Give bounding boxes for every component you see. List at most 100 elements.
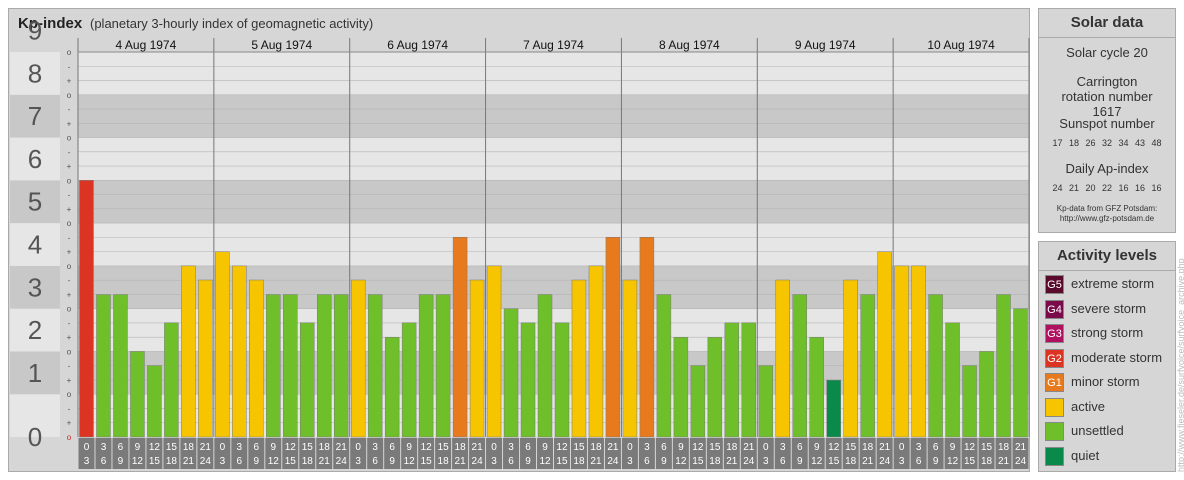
interval-end-label: 18 — [166, 456, 178, 467]
y-tick-label: 5 — [28, 187, 42, 217]
interval-box — [537, 438, 553, 469]
interval-start-label: 21 — [472, 442, 484, 453]
y-axis-band — [10, 52, 60, 95]
kp-bar — [486, 265, 502, 438]
interval-start-label: 18 — [862, 442, 874, 453]
kp-bar — [350, 279, 366, 438]
interval-start-label: 18 — [590, 442, 602, 453]
interval-end-label: 18 — [709, 456, 721, 467]
y-tick-label: 3 — [28, 272, 42, 302]
kp-bar — [588, 265, 604, 438]
interval-end-label: 6 — [780, 456, 786, 467]
y-sub-label: o — [67, 433, 72, 442]
interval-start-label: 3 — [101, 442, 107, 453]
interval-box — [214, 438, 231, 469]
y-axis-band — [10, 137, 60, 181]
interval-start-label: 9 — [406, 442, 412, 453]
interval-end-label: 9 — [525, 456, 531, 467]
interval-box — [486, 438, 503, 469]
interval-end-label: 15 — [421, 456, 433, 467]
interval-end-label: 18 — [302, 456, 314, 467]
interval-end-label: 15 — [556, 456, 568, 467]
interval-start-label: 12 — [828, 442, 840, 453]
interval-start-label: 3 — [372, 442, 378, 453]
interval-end-label: 12 — [811, 456, 823, 467]
interval-end-label: 9 — [118, 456, 124, 467]
y-sub-label: - — [68, 404, 71, 413]
kp-bar — [673, 337, 689, 438]
interval-end-label: 9 — [389, 456, 395, 467]
interval-end-label: 24 — [743, 456, 755, 467]
kp-bar — [690, 365, 706, 438]
interval-start-label: 6 — [933, 442, 939, 453]
interval-end-label: 15 — [285, 456, 297, 467]
interval-end-label: 9 — [661, 456, 667, 467]
interval-start-label: 12 — [964, 442, 976, 453]
interval-start-label: 21 — [743, 442, 755, 453]
kp-bar — [996, 294, 1011, 438]
interval-start-label: 3 — [508, 442, 514, 453]
kp-bar — [367, 294, 383, 438]
interval-box — [95, 438, 112, 469]
sunspot-values: 17 18 26 32 34 43 48 — [1052, 138, 1162, 148]
y-sub-label: + — [67, 77, 72, 86]
interval-box — [570, 438, 587, 469]
y-tick-label: 6 — [28, 144, 42, 174]
kp-band — [78, 223, 1029, 266]
day-label: 10 Aug 1974 — [927, 38, 995, 52]
interval-box — [231, 438, 248, 469]
kp-bar — [554, 322, 570, 438]
interval-box — [1012, 438, 1029, 469]
interval-box — [927, 438, 944, 469]
interval-start-label: 12 — [421, 442, 433, 453]
kp-bar — [249, 279, 264, 438]
interval-start-label: 6 — [389, 442, 395, 453]
interval-start-label: 18 — [455, 442, 467, 453]
interval-start-label: 12 — [149, 442, 161, 453]
interval-box — [520, 438, 537, 469]
day-label: 9 Aug 1974 — [795, 38, 856, 52]
kp-bar — [962, 365, 977, 438]
interval-start-label: 3 — [916, 442, 922, 453]
interval-box — [418, 438, 435, 469]
interval-end-label: 18 — [573, 456, 585, 467]
interval-start-label: 15 — [302, 442, 314, 453]
interval-start-label: 18 — [319, 442, 331, 453]
interval-end-label: 21 — [726, 456, 738, 467]
interval-end-label: 24 — [200, 456, 212, 467]
interval-box — [265, 438, 282, 469]
archive-url[interactable]: http://www.fieseler.de/surfvoice/surfvoi… — [1176, 258, 1184, 472]
interval-end-label: 18 — [438, 456, 450, 467]
interval-end-label: 18 — [845, 456, 857, 467]
interval-end-label: 3 — [763, 456, 769, 467]
interval-start-label: 6 — [661, 442, 667, 453]
y-sub-label: - — [68, 191, 71, 200]
kp-bar — [164, 322, 179, 438]
interval-end-label: 15 — [149, 456, 161, 467]
activity-levels-panel: Activity levels G5 extreme storm G4 severe … — [1038, 241, 1176, 472]
interval-box — [621, 438, 638, 469]
source-line-2[interactable]: http://www.gfz-potsdam.de — [1059, 214, 1155, 223]
day-label: 8 Aug 1974 — [659, 38, 720, 52]
y-axis-band — [10, 180, 60, 224]
kp-bar — [79, 180, 94, 438]
level-swatch — [1045, 422, 1064, 441]
interval-start-label: 21 — [879, 442, 891, 453]
level-swatch: G4 — [1045, 299, 1064, 319]
kp-bar — [571, 279, 587, 438]
interval-start-label: 15 — [981, 442, 993, 453]
interval-box — [129, 438, 146, 469]
interval-box — [944, 438, 961, 469]
interval-start-label: 6 — [254, 442, 260, 453]
kp-band — [78, 52, 1029, 95]
interval-box — [299, 438, 316, 469]
kp-bar — [809, 337, 824, 438]
interval-end-label: 21 — [862, 456, 874, 467]
interval-start-label: 0 — [355, 442, 361, 453]
y-sub-label: - — [68, 62, 71, 71]
kp-bar — [300, 322, 315, 438]
carrington-rotation: Carrington rotation number 1617 — [1061, 74, 1153, 119]
interval-box — [791, 438, 808, 469]
interval-box — [910, 438, 927, 469]
interval-end-label: 6 — [508, 456, 514, 467]
